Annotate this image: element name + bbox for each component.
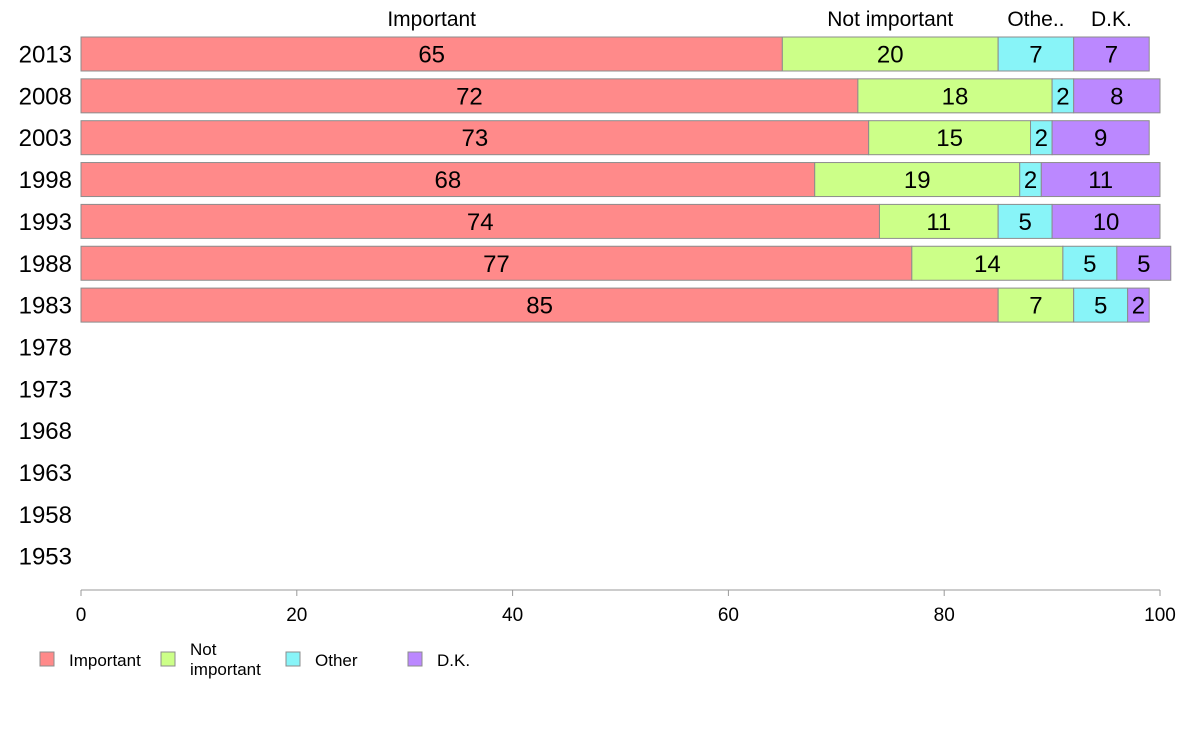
bar-2003-not-important	[868, 120, 1032, 156]
bar-1993-other	[997, 203, 1053, 239]
data-label-1998-not-important: 19	[904, 167, 931, 194]
legend: Important Not important Other D.K.	[39, 640, 470, 679]
column-headers: Important Not important Othe.. D.K.	[387, 8, 1132, 31]
data-label-1993-not-important: 11	[926, 209, 951, 236]
x-tick-label-100: 100	[1144, 605, 1176, 626]
legend-swatch-d-k	[407, 651, 423, 667]
bar-2003-important	[80, 120, 870, 156]
bar-1998-not-important	[814, 162, 1021, 198]
y-tick-label-2008: 2008	[19, 83, 72, 110]
bar-1983-d-k	[1127, 287, 1150, 323]
data-label-1993-d-k: 10	[1093, 209, 1120, 236]
column-header-d-k: D.K.	[1091, 8, 1132, 31]
data-label-1998-d-k: 11	[1088, 167, 1113, 194]
legend-swatch-not-important	[160, 651, 176, 667]
legend-swatch-important	[39, 651, 55, 667]
data-label-1993-important: 74	[467, 209, 494, 236]
data-label-2013-not-important: 20	[877, 42, 904, 69]
y-tick-label-1968: 1968	[19, 418, 72, 445]
data-label-1988-other: 5	[1083, 251, 1096, 278]
column-header-other: Othe..	[1007, 8, 1064, 31]
bar-2013-not-important	[781, 36, 999, 72]
bar-2003-d-k	[1051, 120, 1150, 156]
column-header-not-important: Not important	[827, 8, 953, 31]
x-tick-label-20: 20	[286, 605, 307, 626]
data-label-2003-d-k: 9	[1094, 125, 1107, 152]
data-label-1993-other: 5	[1018, 209, 1031, 236]
y-tick-label-1993: 1993	[19, 209, 72, 236]
y-tick-label-2013: 2013	[19, 42, 72, 69]
data-label-2013-important: 65	[418, 42, 445, 69]
x-tick-label-0: 0	[76, 605, 87, 626]
legend-swatch-other	[285, 651, 301, 667]
data-label-1998-other: 2	[1024, 167, 1037, 194]
data-label-2008-other: 2	[1056, 83, 1069, 110]
bar-2013-d-k	[1073, 36, 1150, 72]
y-tick-label-1958: 1958	[19, 502, 72, 529]
y-tick-label-1988: 1988	[19, 251, 72, 278]
legend-label-not-important: Not important	[190, 640, 261, 679]
bar-2008-d-k	[1073, 78, 1161, 114]
data-label-2008-important: 72	[456, 83, 483, 110]
bar-1998-important	[80, 162, 816, 198]
data-label-1988-not-important: 14	[974, 251, 1001, 278]
y-tick-label-1983: 1983	[19, 293, 72, 320]
data-label-1988-d-k: 5	[1137, 251, 1150, 278]
x-tick-label-40: 40	[502, 605, 523, 626]
year-labels: 2013 2008 2003 1998 1993 1988 1983 1978 1973 1968…	[19, 42, 72, 571]
y-tick-label-2003: 2003	[19, 125, 72, 152]
bar-1993-important	[80, 203, 880, 239]
data-label-2003-important: 73	[461, 125, 488, 152]
data-label-1988-important: 77	[483, 251, 510, 278]
y-tick-label-1978: 1978	[19, 334, 72, 361]
data-label-2003-other: 2	[1035, 125, 1048, 152]
data-label-2013-d-k: 7	[1105, 42, 1118, 69]
data-label-1983-d-k: 2	[1132, 293, 1145, 320]
legend-label-other: Other	[315, 651, 358, 670]
bar-1998-d-k	[1040, 162, 1161, 198]
y-tick-label-1963: 1963	[19, 460, 72, 487]
data-label-2013-other: 7	[1029, 42, 1042, 69]
data-label-2003-not-important: 15	[936, 125, 963, 152]
bar-1993-d-k	[1051, 203, 1161, 239]
legend-label-d-k: D.K.	[437, 651, 470, 670]
bar-2013-other	[997, 36, 1075, 72]
data-label-1983-other: 5	[1094, 293, 1107, 320]
data-label-1983-not-important: 7	[1029, 293, 1042, 320]
y-tick-label-1998: 1998	[19, 167, 72, 194]
legend-label-important: Important	[69, 651, 141, 670]
bar-1983-not-important	[997, 287, 1075, 323]
bar-2008-important	[80, 78, 859, 114]
column-header-important: Important	[387, 8, 476, 31]
x-axis: 0 20 40 60 80 100	[76, 589, 1176, 626]
data-label-2008-d-k: 8	[1110, 83, 1123, 110]
bar-1983-important	[80, 287, 999, 323]
bar-1988-not-important	[911, 245, 1064, 281]
data-label-1983-important: 85	[526, 293, 553, 320]
bar-1993-not-important	[878, 203, 999, 239]
data-label-2008-not-important: 18	[942, 83, 969, 110]
x-tick-label-80: 80	[934, 605, 955, 626]
bar-1988-important	[80, 245, 913, 281]
x-tick-label-60: 60	[718, 605, 739, 626]
bar-2013-important	[80, 36, 783, 72]
bar-2008-not-important	[857, 78, 1053, 114]
data-label-1998-important: 68	[435, 167, 462, 194]
bar-1988-d-k	[1116, 245, 1172, 281]
y-tick-label-1973: 1973	[19, 376, 72, 403]
bar-1983-other	[1073, 287, 1129, 323]
y-tick-label-1953: 1953	[19, 544, 72, 571]
